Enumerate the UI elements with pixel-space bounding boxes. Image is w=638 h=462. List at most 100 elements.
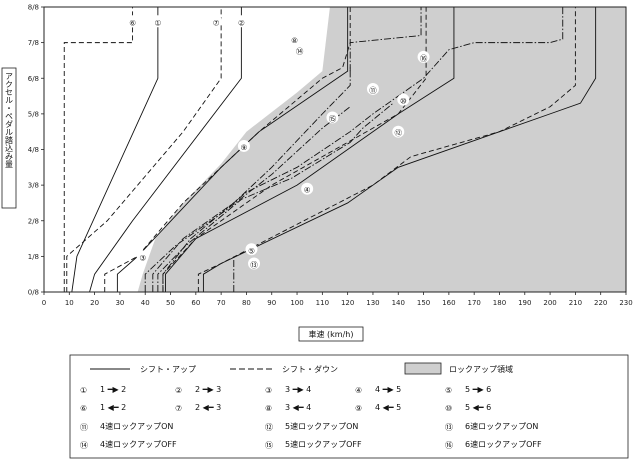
legend-shift-up-label: シフト・アップ — [140, 365, 196, 374]
legend-item-marker: ⑩ — [445, 404, 452, 413]
legend-item-label: 2 ◀━ 3 — [195, 403, 221, 412]
callout-marker: ⑯ — [420, 54, 428, 63]
legend-item-marker: ⑬ — [445, 423, 453, 432]
legend-item-marker: ⑨ — [355, 404, 362, 413]
legend-item-label: 6速ロックアップON — [465, 422, 538, 431]
legend-item-marker: ⑧ — [265, 404, 272, 413]
callout-backdrop — [235, 15, 248, 28]
legend-item-label: 4速ロックアップOFF — [100, 440, 177, 449]
x-tick-label: 50 — [166, 299, 175, 307]
x-tick-label: 160 — [442, 299, 455, 307]
legend-frame — [69, 354, 629, 459]
series-line-up45 — [165, 7, 455, 292]
y-tick-label: 1/8 — [28, 253, 39, 261]
x-tick-label: 200 — [543, 299, 556, 307]
x-tick-label: 130 — [366, 299, 379, 307]
legend-item-label: 2 ━▶ 3 — [195, 385, 221, 394]
x-tick-label: 150 — [417, 299, 430, 307]
y-axis-title-text: アクセル・ペダル踏込み量 — [5, 72, 14, 168]
callout-marker: ⑭ — [296, 47, 304, 56]
y-tick-label: 7/8 — [28, 39, 39, 47]
legend-rows: ① 1 ━▶ 2 ② 2 ━▶ 3 ③ 3 ━▶ 4 ④ 4 ━▶ 5 ⑤ 5 ━▶ 6 ⑥ 1 ◀━… — [80, 385, 542, 450]
callout-backdrop — [136, 250, 149, 263]
x-tick-label: 70 — [217, 299, 226, 307]
callout-backdrop — [417, 50, 430, 63]
x-tick-label: 40 — [141, 299, 150, 307]
y-tick-label: 3/8 — [28, 182, 39, 190]
callout-layer: ⑥ ① ⑦ ② ⑧ ⑭ ⑯ ⑪ ⑩ ⑮ ⑫ ⑨ ④ ③ ⑤ ⑬ — [126, 15, 430, 270]
legend-item-label: 5 ━▶ 6 — [465, 385, 491, 394]
legend-item-label: 1 ━▶ 2 — [100, 385, 126, 394]
y-tick-label: 0/8 — [28, 289, 39, 297]
callout-backdrop — [366, 82, 379, 95]
callout-backdrop — [245, 243, 258, 256]
x-tick-label: 190 — [518, 299, 531, 307]
legend-item-label: 6速ロックアップOFF — [465, 440, 542, 449]
y-tick-label: 8/8 — [28, 4, 39, 12]
legend-item-label: 5速ロックアップON — [285, 422, 358, 431]
y-tick-label: 4/8 — [28, 146, 39, 154]
series-line-lu4on — [152, 67, 351, 292]
series-line-lu4off — [144, 106, 351, 292]
callout-backdrop — [237, 139, 250, 152]
lockup-region — [137, 7, 626, 292]
y-tick-label: 6/8 — [28, 75, 39, 83]
legend-item-marker: ⑭ — [80, 441, 88, 450]
series-line-up23 — [89, 7, 242, 293]
callout-marker: ④ — [304, 186, 311, 195]
series-line-down65 — [197, 7, 576, 292]
callout-marker: ⑤ — [248, 246, 255, 255]
legend-item-marker: ③ — [265, 386, 272, 395]
callout-marker: ② — [238, 18, 245, 27]
x-tick-label: 30 — [115, 299, 124, 307]
legend-item-label: 3 ━▶ 4 — [285, 385, 311, 394]
legend-item-marker: ⑮ — [265, 441, 273, 450]
callout-marker: ⑩ — [400, 97, 407, 106]
series-line-down54 — [162, 7, 427, 292]
callout-marker: ⑧ — [291, 36, 298, 45]
callout-backdrop — [392, 125, 405, 138]
legend-item-marker: ⑦ — [175, 404, 182, 413]
callout-marker: ⑨ — [241, 143, 248, 152]
legend-item-marker: ⑥ — [80, 404, 87, 413]
legend-item-marker: ① — [80, 386, 87, 395]
x-axis-title: 車速 (km/h) — [298, 326, 364, 342]
legend-item-label: 5 ◀━ 6 — [465, 403, 491, 412]
legend-item-marker: ⑤ — [445, 386, 452, 395]
x-tick-label: 140 — [392, 299, 405, 307]
x-tick-label: 180 — [493, 299, 506, 307]
tick-layer: 0 10 20 30 40 50 60 70 80 90 100 110 120 130 140 150 160… — [28, 4, 633, 308]
callout-marker: ⑮ — [329, 114, 337, 123]
series-line-lu6off — [349, 7, 422, 72]
legend-item-label: 4 ━▶ 5 — [375, 385, 401, 394]
legend-item-label: 4 ◀━ 5 — [375, 403, 401, 412]
legend-item-marker: ② — [175, 386, 182, 395]
legend-lockup-swatch — [404, 362, 442, 375]
callout-backdrop — [248, 257, 261, 270]
x-tick-label: 230 — [619, 299, 632, 307]
callout-marker: ⑥ — [129, 18, 136, 27]
legend-item-marker: ⑫ — [265, 423, 273, 432]
callout-backdrop — [397, 93, 410, 106]
series-line-lu5off — [157, 102, 394, 292]
legend-lockup-label: ロックアップ領域 — [449, 364, 513, 374]
series-layer — [63, 7, 597, 293]
x-tick-label: 10 — [65, 299, 74, 307]
legend-shift-down-label: シフト・ダウン — [282, 364, 338, 374]
series-line-down43 — [104, 7, 351, 292]
x-tick-label: 110 — [316, 299, 329, 307]
series-line-up12 — [71, 7, 159, 293]
legend-item-label: 5速ロックアップOFF — [285, 440, 362, 449]
callout-marker: ③ — [139, 253, 146, 262]
callout-backdrop — [126, 15, 139, 28]
y-tick-label: 2/8 — [28, 217, 39, 225]
lockup-region-layer — [137, 7, 626, 292]
series-line-lu5on — [162, 7, 564, 292]
y-tick-label: 5/8 — [28, 110, 39, 118]
x-tick-label: 210 — [569, 299, 582, 307]
x-tick-label: 60 — [191, 299, 200, 307]
y-axis-title: アクセル・ペダル踏込み量 — [1, 67, 17, 209]
callout-marker: ⑪ — [369, 86, 377, 95]
plot-frame — [43, 6, 627, 293]
x-tick-label: 220 — [594, 299, 607, 307]
